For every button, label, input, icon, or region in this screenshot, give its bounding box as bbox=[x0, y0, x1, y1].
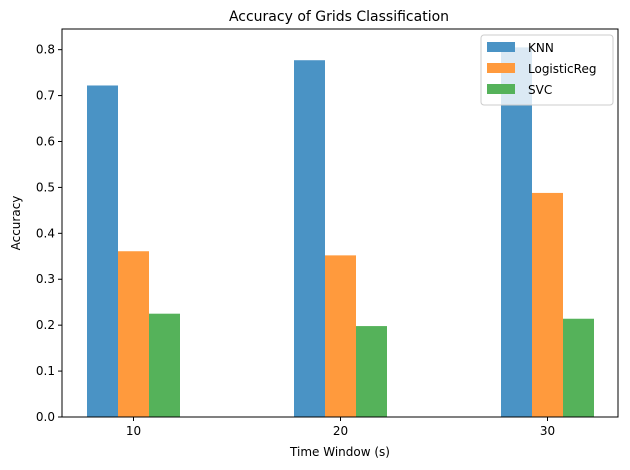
x-axis: 10 20 30 bbox=[126, 417, 555, 438]
y-tick-label: 0.6 bbox=[36, 134, 55, 148]
x-axis-title: Time Window (s) bbox=[289, 445, 390, 459]
bar-logisticreg-20 bbox=[325, 255, 356, 417]
legend-label-svc: SVC bbox=[528, 83, 552, 97]
y-tick-label: 0.5 bbox=[36, 180, 55, 194]
y-tick-label: 0.1 bbox=[36, 364, 55, 378]
y-tick-label: 0.4 bbox=[36, 226, 55, 240]
y-tick-label: 0.0 bbox=[36, 410, 55, 424]
y-tick-label: 0.8 bbox=[36, 43, 55, 57]
y-axis: 0.0 0.1 0.2 0.3 0.4 0.5 0.6 0.7 0.8 bbox=[36, 43, 62, 424]
legend-swatch-logisticreg bbox=[487, 63, 515, 73]
chart-title: Accuracy of Grids Classification bbox=[229, 9, 449, 25]
bar-svc-10 bbox=[149, 313, 180, 417]
bar-knn-30 bbox=[501, 47, 532, 418]
bar-knn-10 bbox=[87, 85, 118, 417]
y-axis-title: Accuracy bbox=[9, 196, 23, 251]
plot-area bbox=[61, 28, 619, 418]
x-tick-label: 20 bbox=[333, 424, 348, 438]
bar-logisticreg-30 bbox=[532, 192, 563, 417]
legend-swatch-svc bbox=[487, 84, 515, 94]
legend-label-logisticreg: LogisticReg bbox=[528, 62, 596, 76]
legend-swatch-knn bbox=[487, 42, 515, 52]
bar-knn-20 bbox=[294, 60, 325, 417]
legend-label-knn: KNN bbox=[528, 41, 554, 55]
bars-group bbox=[87, 47, 594, 418]
x-tick-label: 30 bbox=[540, 424, 555, 438]
bar-svc-20 bbox=[356, 326, 387, 417]
y-tick-label: 0.7 bbox=[36, 89, 55, 103]
y-tick-label: 0.2 bbox=[36, 318, 55, 332]
y-tick-label: 0.3 bbox=[36, 272, 55, 286]
x-tick-label: 10 bbox=[126, 424, 141, 438]
bar-logisticreg-10 bbox=[118, 251, 149, 417]
legend: KNN LogisticReg SVC bbox=[480, 34, 614, 106]
bar-svc-30 bbox=[563, 318, 594, 417]
